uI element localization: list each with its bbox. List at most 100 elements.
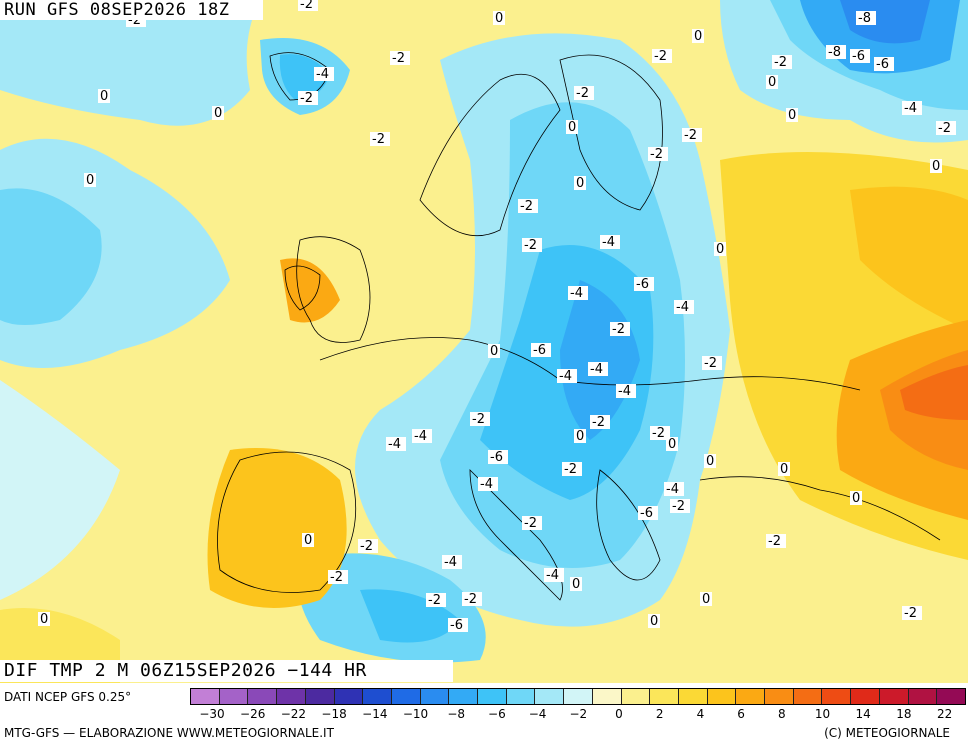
legend-swatch <box>248 689 278 704</box>
contour-label: -4 <box>666 482 679 497</box>
contour-labels: -2-2 0 -8-8 -6-6-4-200 -4-2-20-200-20-2-20-2… <box>38 0 956 633</box>
contour-label: -2 <box>652 426 665 441</box>
contour-label: -2 <box>650 147 663 162</box>
contour-label: 0 <box>780 462 788 477</box>
contour-label: -4 <box>316 67 329 82</box>
contour-label-bg <box>600 235 620 249</box>
contour-label-bg <box>358 539 378 553</box>
contour-label-bg <box>442 555 462 569</box>
contour-label-bg <box>652 49 672 63</box>
contour-label-bg <box>426 593 446 607</box>
legend-tick-label: 6 <box>737 707 745 721</box>
contour-label-bg <box>574 86 594 100</box>
contour-label-bg <box>462 592 482 606</box>
contour-label-bg <box>930 159 942 173</box>
contour-label-bg <box>98 89 110 103</box>
contour-label: 0 <box>668 437 676 452</box>
contour-label-bg <box>638 506 658 520</box>
legend-swatch <box>678 689 708 704</box>
contour-label-bg <box>212 106 224 120</box>
contour-label: -4 <box>388 437 401 452</box>
contour-label-bg <box>766 534 786 548</box>
contour-label: 0 <box>40 612 48 627</box>
contour-label: -4 <box>676 300 689 315</box>
contour-label: -6 <box>450 618 463 633</box>
contour-label-bg <box>634 277 654 291</box>
contour-label-bg <box>302 533 314 547</box>
legend-swatch <box>707 689 737 704</box>
contour-label: -2 <box>520 199 533 214</box>
contour-label: -2 <box>938 121 951 136</box>
legend-tick-label: −2 <box>569 707 588 721</box>
contour-label-bg <box>518 199 538 213</box>
contour-label: -2 <box>564 462 577 477</box>
legend-tick-label: 18 <box>896 707 912 721</box>
contour-label-bg <box>590 415 610 429</box>
contour-label: -6 <box>640 506 653 521</box>
contour-label-bg <box>370 132 390 146</box>
contour-label-bg <box>616 384 636 398</box>
contour-label-bg <box>700 592 712 606</box>
contour-label: 0 <box>304 533 312 548</box>
legend-tick-label: −14 <box>362 707 388 721</box>
contour-label-bg <box>570 577 582 591</box>
contour-label-bg <box>772 55 792 69</box>
contour-label: -2 <box>300 0 313 12</box>
legend-swatch <box>478 689 507 704</box>
credit-left: MTG-GFS — ELABORAZIONE WWW.METEOGIORNALE… <box>4 726 334 740</box>
contour-label-bg <box>557 369 577 383</box>
contour-label-bg <box>568 286 588 300</box>
contour-label-bg <box>488 344 500 358</box>
run-title: RUN GFS 08SEP2026 18Z <box>0 0 263 20</box>
contour-label-bg <box>314 67 334 81</box>
contour-label-bg <box>850 491 862 505</box>
contour-label-bg <box>448 618 468 632</box>
legend-tick-label: −10 <box>402 707 429 721</box>
contour-label: 0 <box>768 75 776 90</box>
contour-label-bg <box>328 570 348 584</box>
contour-label: -2 <box>360 539 373 554</box>
contour-label: -2 <box>684 128 697 143</box>
legend-tick-label: 8 <box>777 707 786 721</box>
contour-label-bg <box>856 11 876 25</box>
legend-tick-label: −4 <box>528 707 547 721</box>
contour-label: -2 <box>672 499 685 514</box>
contour-label: -4 <box>904 101 917 116</box>
contour-label: 0 <box>86 173 94 188</box>
contour-label-bg <box>522 516 542 530</box>
contour-label-bg <box>902 606 922 620</box>
contour-label-bg <box>648 614 660 628</box>
legend-swatch <box>363 689 392 704</box>
contour-label: -6 <box>490 450 503 465</box>
contour-label: 0 <box>716 242 724 257</box>
contour-label-bg <box>386 437 406 451</box>
legend-tick-label: −22 <box>280 707 307 721</box>
contour-label-bg <box>826 45 846 59</box>
legend-tick-label: 0 <box>615 707 623 721</box>
contour-label-bg <box>544 568 564 582</box>
contour-label: -2 <box>524 238 537 253</box>
contour-label-bg <box>574 176 586 190</box>
contour-label-bg <box>298 0 318 11</box>
contour-label-bg <box>936 121 956 135</box>
contour-label-bg <box>470 412 490 426</box>
legend-swatch <box>851 689 880 704</box>
contour-label: 0 <box>650 614 658 629</box>
contour-label: -4 <box>559 369 572 384</box>
contour-label-bg <box>714 242 726 256</box>
contour-label-bg <box>850 49 870 63</box>
contour-label-bg <box>902 101 922 115</box>
contour-label: -2 <box>524 516 537 531</box>
legend-tick-label: 2 <box>655 707 664 721</box>
contour-label-bg <box>562 462 582 476</box>
contour-label: -4 <box>590 362 603 377</box>
legend-swatch <box>937 689 965 704</box>
contour-label-bg <box>692 29 704 43</box>
contour-label: -6 <box>876 57 889 72</box>
legend-swatch <box>391 689 421 704</box>
contour-label: 0 <box>490 344 498 359</box>
contour-label-bg <box>493 11 505 25</box>
contour-label-bg <box>531 343 551 357</box>
contour-label-bg <box>574 429 586 443</box>
contour-label: -8 <box>858 11 871 26</box>
